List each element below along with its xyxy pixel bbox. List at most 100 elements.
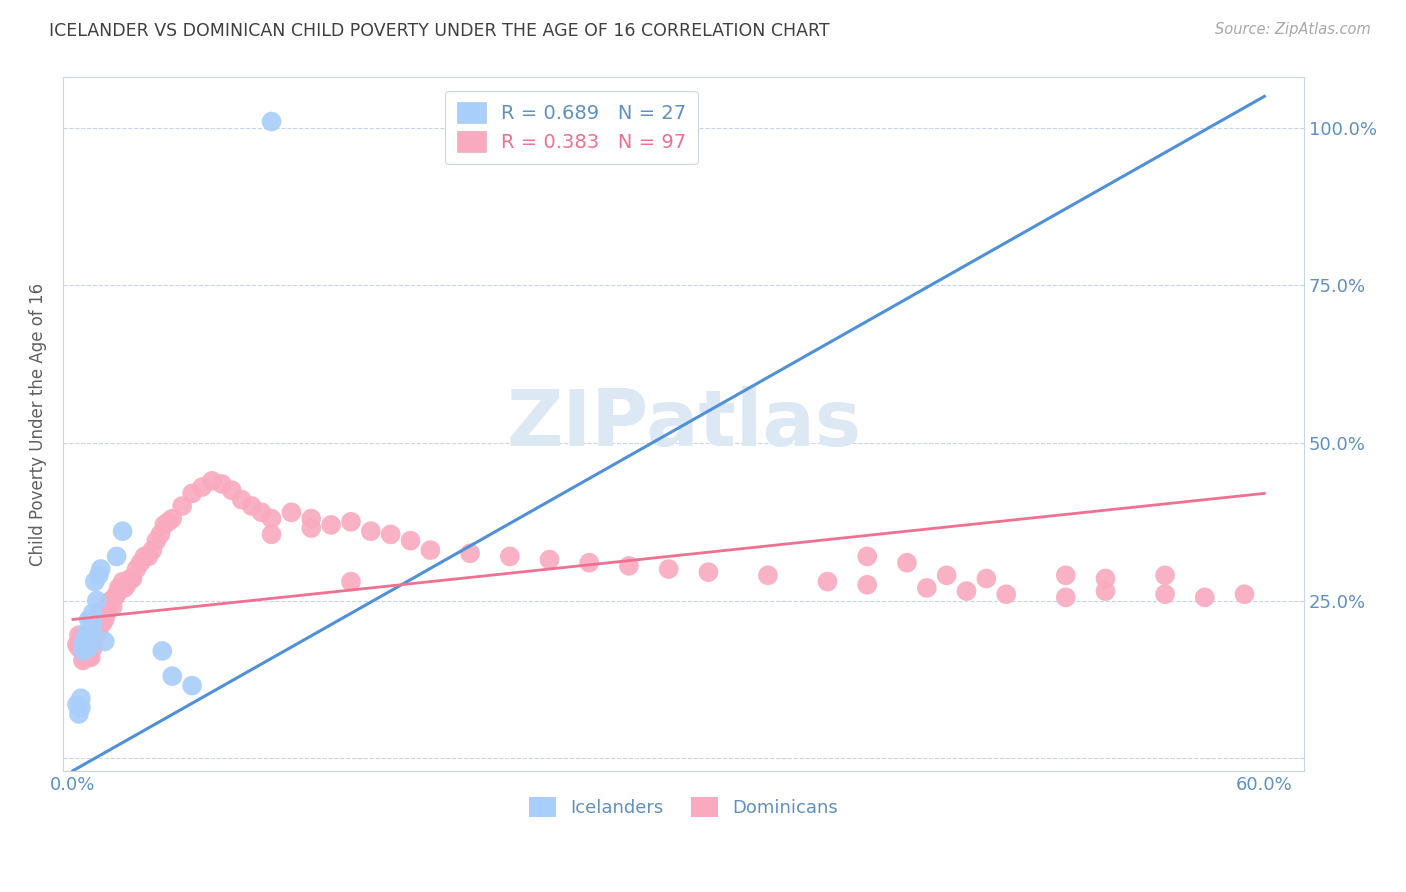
Point (82, 640, 104, 655)
Point (915, 581, 938, 595)
Point (91, 615, 114, 630)
Point (340, 574, 363, 589)
Point (149, 527, 172, 541)
Legend: Icelanders, Dominicans: Icelanders, Dominicans (522, 789, 845, 824)
Point (101, 599, 124, 614)
Point (87, 625, 110, 640)
Point (105, 587, 128, 601)
Point (211, 477, 233, 491)
Point (72, 640, 94, 655)
Point (181, 486, 204, 500)
Text: Source: ZipAtlas.com: Source: ZipAtlas.com (1215, 22, 1371, 37)
Point (299, 511, 322, 525)
Point (1154, 568, 1177, 582)
Point (856, 549, 879, 564)
Point (121, 572, 143, 586)
Point (129, 556, 152, 570)
Point (955, 584, 977, 599)
Point (90, 562, 112, 576)
Point (458, 546, 481, 560)
Point (756, 568, 779, 582)
Point (80, 634, 103, 648)
Point (86, 619, 108, 633)
Point (260, 114, 283, 128)
Point (70, 632, 93, 646)
Point (1054, 591, 1077, 605)
Point (141, 543, 163, 558)
Point (76, 638, 98, 652)
Point (697, 565, 720, 579)
Point (97, 597, 120, 611)
Point (110, 581, 132, 595)
Point (419, 543, 441, 558)
Point (83, 634, 105, 648)
Point (240, 499, 263, 513)
Point (72, 638, 94, 652)
Point (67, 706, 90, 721)
Point (115, 578, 138, 592)
Point (1194, 591, 1216, 605)
Point (201, 474, 224, 488)
Point (299, 521, 322, 535)
Point (117, 574, 139, 589)
Point (93, 612, 115, 626)
Point (360, 524, 382, 539)
Point (86, 593, 108, 607)
Point (111, 524, 134, 539)
Point (1233, 587, 1256, 601)
Point (67, 628, 90, 642)
Point (138, 549, 160, 564)
Point (856, 578, 879, 592)
Point (82, 625, 104, 640)
Point (538, 552, 561, 566)
Point (77, 612, 100, 626)
Point (93, 634, 115, 648)
Point (104, 591, 127, 605)
Point (1154, 587, 1177, 601)
Point (105, 549, 128, 564)
Point (73, 650, 96, 665)
Point (67, 640, 90, 655)
Point (1054, 568, 1077, 582)
Point (111, 574, 134, 589)
Point (935, 568, 957, 582)
Y-axis label: Child Poverty Under the Age of 16: Child Poverty Under the Age of 16 (30, 283, 46, 566)
Point (172, 499, 194, 513)
Point (995, 587, 1018, 601)
Point (617, 558, 640, 573)
Point (77, 650, 100, 665)
Point (73, 632, 96, 646)
Point (87, 619, 110, 633)
Point (150, 644, 173, 658)
Point (66, 698, 89, 712)
Point (72, 644, 94, 658)
Point (91, 603, 114, 617)
Point (77, 640, 100, 655)
Point (66, 638, 89, 652)
Point (86, 609, 108, 624)
Text: ICELANDER VS DOMINICAN CHILD POVERTY UNDER THE AGE OF 16 CORRELATION CHART: ICELANDER VS DOMINICAN CHILD POVERTY UND… (49, 22, 830, 40)
Point (100, 593, 122, 607)
Point (162, 511, 184, 525)
Point (73, 640, 96, 655)
Point (231, 492, 253, 507)
Point (260, 527, 283, 541)
Point (250, 505, 273, 519)
Point (380, 527, 402, 541)
Point (817, 574, 839, 589)
Point (191, 480, 214, 494)
Point (153, 517, 176, 532)
Point (260, 511, 283, 525)
Point (181, 679, 204, 693)
Point (80, 650, 103, 665)
Point (658, 562, 681, 576)
Point (83, 622, 105, 636)
Point (82, 606, 104, 620)
Point (70, 700, 93, 714)
Point (1094, 572, 1116, 586)
Point (82, 619, 104, 633)
Point (76, 625, 98, 640)
Point (80, 612, 103, 626)
Point (114, 581, 136, 595)
Point (157, 515, 180, 529)
